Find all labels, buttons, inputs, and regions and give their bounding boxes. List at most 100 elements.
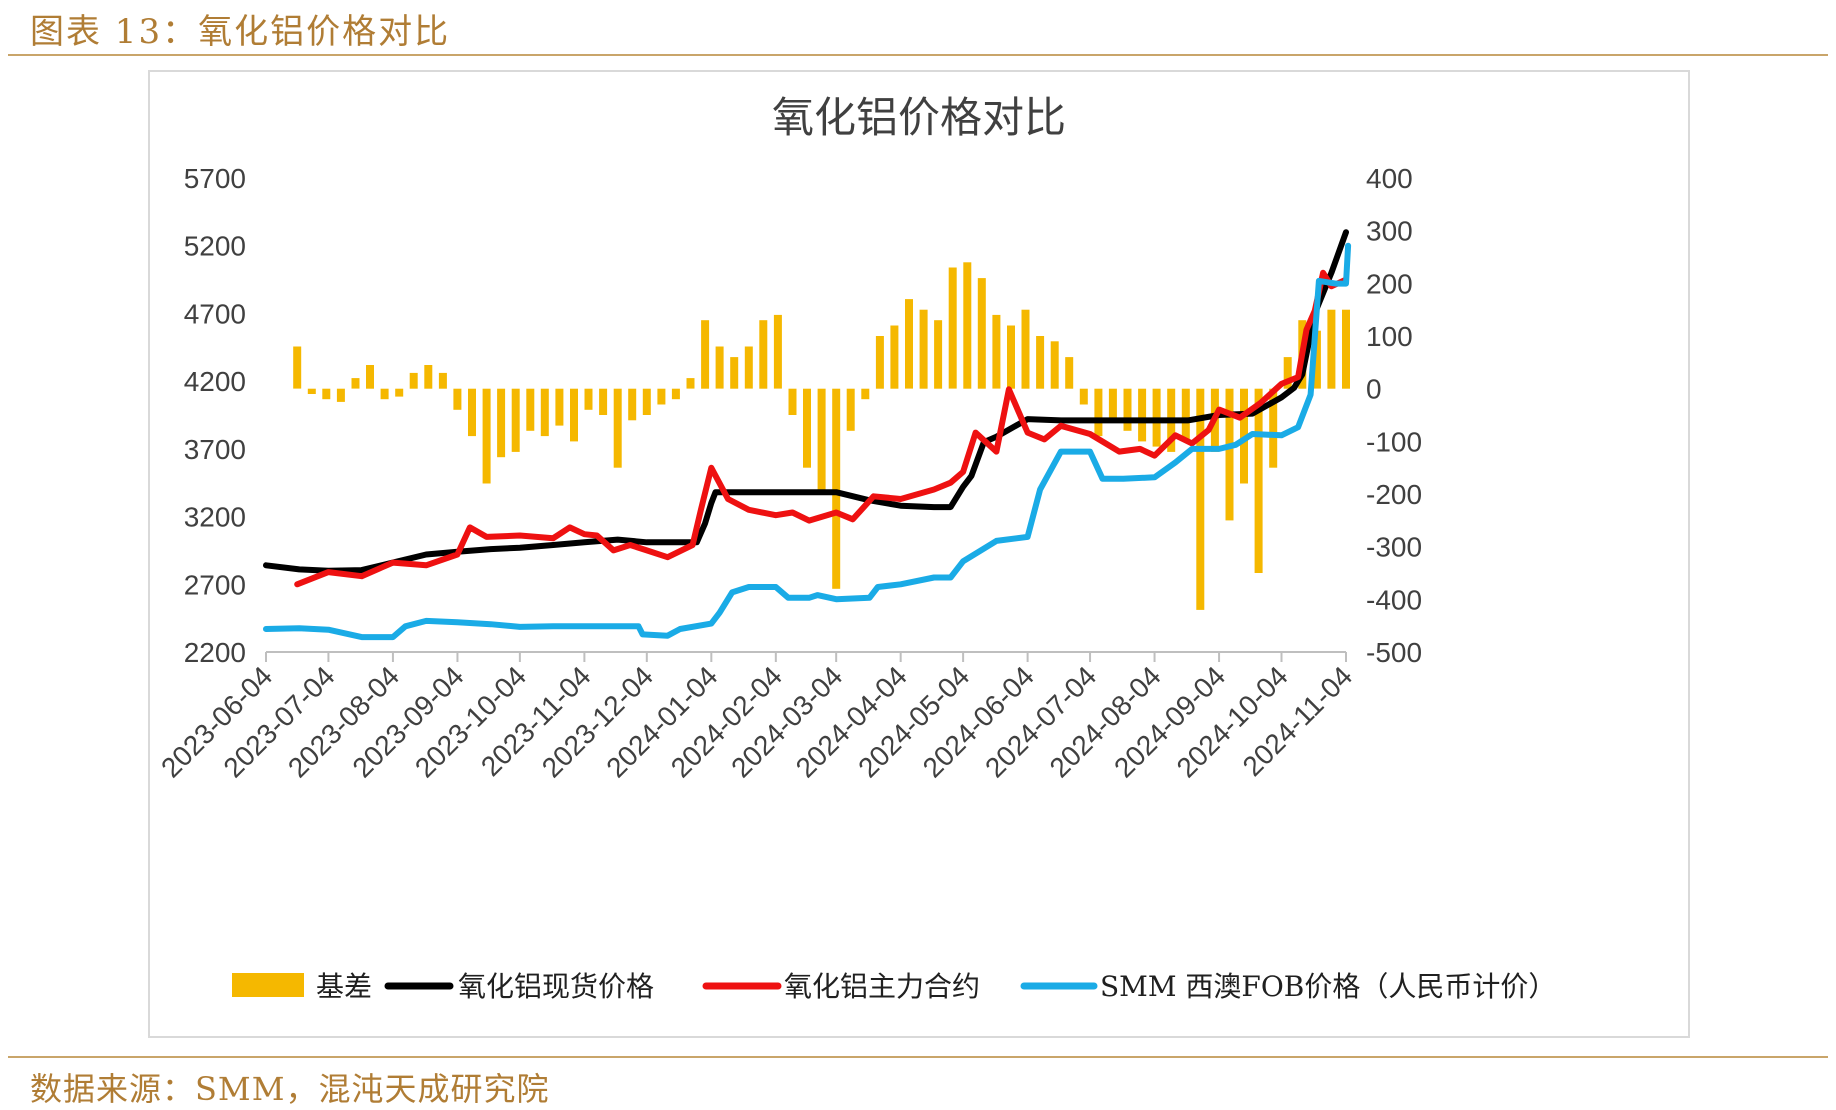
basis-bar (890, 325, 899, 389)
y-right-tick-label: -300 (1366, 532, 1422, 563)
basis-bar (409, 372, 418, 389)
futures-line (294, 269, 1349, 588)
basis-bar (322, 388, 331, 400)
fob-price-line (263, 242, 1352, 641)
figure-label: 图表 13：氧化铝价格对比 (30, 12, 451, 52)
basis-bar (919, 309, 928, 389)
basis-bar (934, 320, 943, 389)
basis-bar (773, 314, 782, 389)
y-right-tick-label: 200 (1366, 268, 1413, 299)
basis-bar (846, 388, 855, 431)
basis-bar (1283, 357, 1292, 389)
chart-legend: 基差 氧化铝现货价格 氧化铝主力合约 SMM 西澳FOB价格（人民币计价） (232, 970, 1556, 1003)
basis-bar (307, 388, 316, 394)
y-left-tick-label: 3700 (184, 434, 246, 465)
basis-bar (744, 346, 753, 389)
basis-bar (963, 262, 972, 389)
basis-bar (1225, 388, 1234, 521)
basis-bar (511, 388, 520, 452)
basis-bar (1065, 357, 1074, 389)
basis-bar (1269, 388, 1278, 468)
y-right-tick-label: 400 (1366, 163, 1413, 194)
basis-bar (992, 314, 1001, 389)
basis-bar (497, 388, 506, 458)
basis-bar (832, 388, 841, 589)
basis-bar (438, 372, 447, 389)
basis-bar (759, 320, 768, 389)
legend-label-fob: SMM 西澳FOB价格（人民币计价） (1100, 970, 1556, 1003)
basis-bar (1094, 388, 1103, 437)
basis-bar (482, 388, 491, 484)
basis-bar (1050, 341, 1059, 389)
basis-bar (468, 388, 476, 437)
basis-bar (861, 388, 870, 400)
price-lines (263, 229, 1352, 641)
basis-bar (293, 346, 302, 389)
data-source: 数据来源：SMM，混沌天成研究院 (30, 1070, 550, 1108)
basis-bar (584, 388, 593, 410)
basis-bar (628, 388, 637, 421)
basis-bar (642, 388, 651, 415)
basis-bar (613, 388, 622, 468)
basis-bar (657, 388, 666, 405)
basis-bar (336, 388, 345, 402)
header-rule (8, 54, 1828, 56)
basis-bar (1181, 388, 1190, 442)
basis-bar (424, 365, 433, 389)
basis-bar (1123, 388, 1132, 431)
basis-bar (730, 357, 739, 389)
basis-bar (395, 388, 404, 397)
basis-bar (1138, 388, 1147, 442)
y-right-tick-label: 100 (1366, 321, 1413, 352)
basis-bar (1007, 325, 1015, 389)
basis-bar (1254, 388, 1263, 573)
y-left-tick-label: 4200 (184, 366, 246, 397)
basis-bar (686, 378, 695, 389)
basis-bar (1327, 309, 1336, 389)
y-left-tick-label: 2200 (184, 637, 246, 668)
basis-bar (671, 388, 680, 400)
legend-swatch-basis (232, 973, 304, 997)
y-right-tick-label: 300 (1366, 216, 1413, 247)
basis-bar (526, 388, 535, 431)
legend-label-spot: 氧化铝现货价格 (458, 970, 654, 1003)
basis-bar (540, 388, 549, 437)
basis-bar (701, 320, 710, 389)
basis-bar (817, 388, 826, 494)
basis-bar (905, 299, 913, 389)
y-right-tick-label: 0 (1366, 374, 1382, 405)
basis-bar (380, 388, 389, 400)
chart-title: 氧化铝价格对比 (772, 93, 1066, 142)
basis-bar (1312, 330, 1321, 389)
basis-bar (803, 388, 811, 468)
basis-bar (453, 388, 462, 410)
y-left-tick-label: 4700 (184, 298, 246, 329)
basis-bar (1021, 309, 1030, 389)
basis-bar (570, 388, 578, 442)
basis-bar (555, 388, 564, 426)
y-right-tick-label: -400 (1366, 584, 1422, 615)
basis-bar (599, 388, 608, 415)
basis-bar (977, 278, 986, 389)
y-left-tick-label: 5200 (184, 231, 246, 262)
y-left-tick-label: 3200 (184, 502, 246, 533)
basis-bar (1196, 388, 1205, 610)
y-right-tick-label: -100 (1366, 426, 1422, 457)
basis-bar (1342, 309, 1350, 389)
basis-bar (788, 388, 797, 415)
footer-rule (8, 1056, 1828, 1058)
basis-bar (1079, 388, 1088, 405)
basis-bar (715, 346, 724, 389)
basis-bar (366, 365, 374, 389)
basis-bar (1108, 388, 1117, 421)
chart-canvas: 氧化铝价格对比 2023-06-042023-07-042023-08-0420… (155, 93, 1556, 1003)
y-left-tick-label: 5700 (184, 163, 246, 194)
basis-bar (1036, 336, 1045, 389)
basis-bar (351, 378, 360, 389)
basis-bar (875, 336, 884, 389)
basis-bar (948, 267, 957, 389)
legend-label-basis: 基差 (316, 970, 372, 1003)
chart-frame: 氧化铝价格对比 2023-06-04 2023-07-04 2023-08-04 20… (148, 70, 1690, 1038)
legend-label-futures: 氧化铝主力合约 (784, 970, 980, 1003)
y-right-tick-label: -500 (1366, 637, 1422, 668)
